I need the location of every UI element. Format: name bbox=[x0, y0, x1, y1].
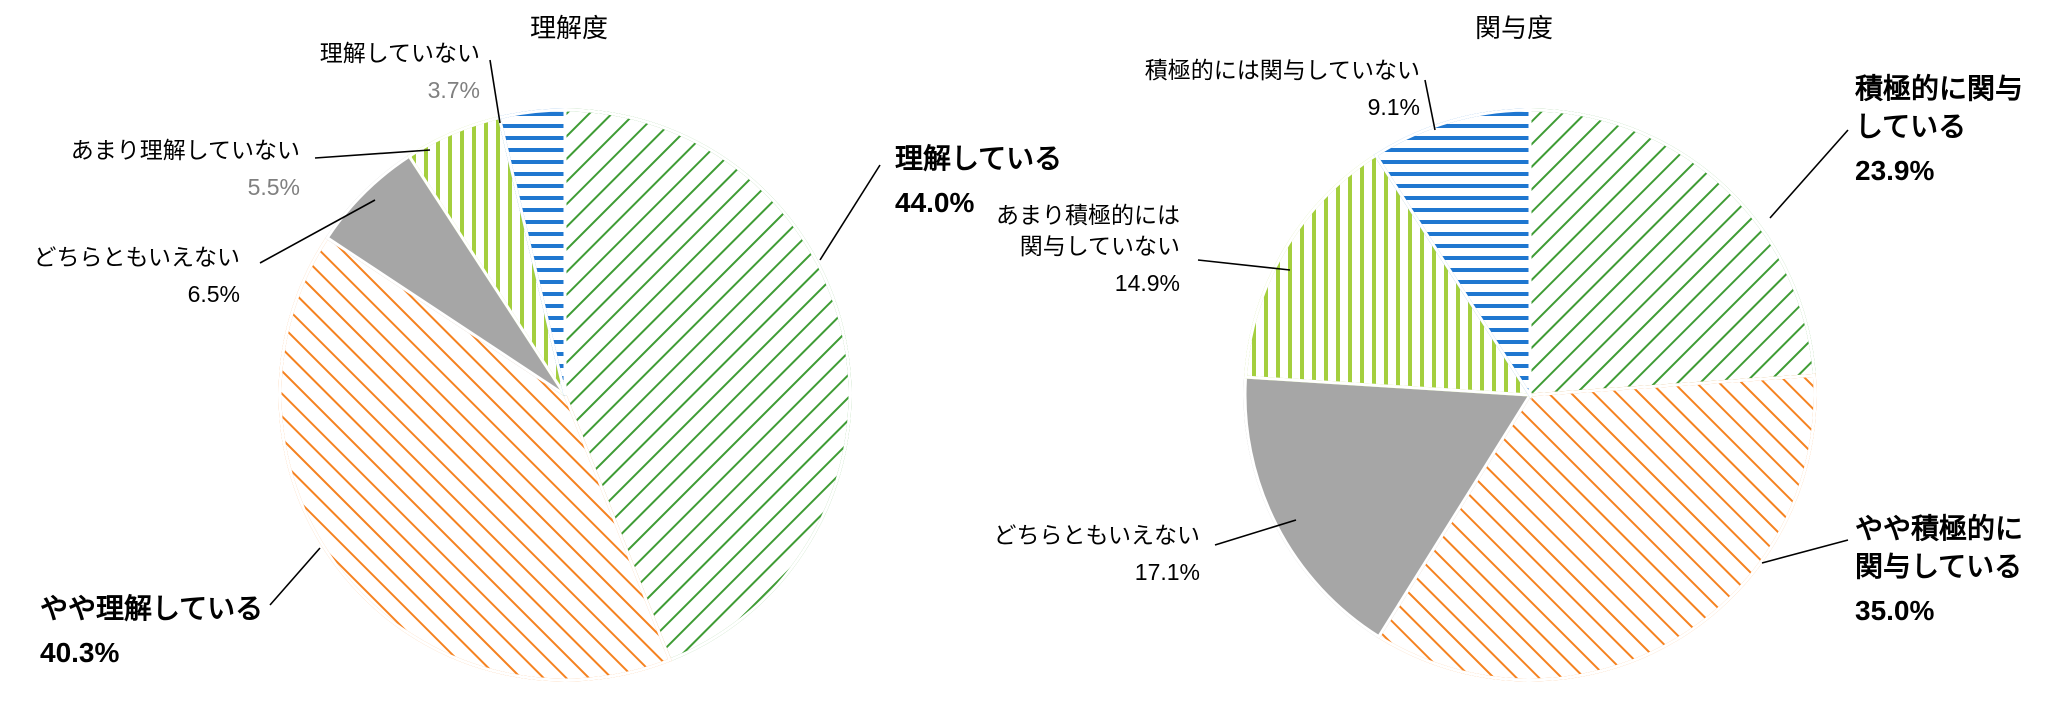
slice-label-text: やや積極的に bbox=[1855, 510, 2023, 548]
chart-stage: 理解度理解している44.0%やや理解している40.3%どちらともいえない6.5%… bbox=[0, 0, 2060, 715]
slice-label-text: あまり理解していない bbox=[71, 135, 300, 166]
charts-svg bbox=[0, 0, 2060, 715]
slice-percent: 3.7% bbox=[320, 75, 480, 106]
slice-label-text: している bbox=[1855, 108, 2023, 146]
leader-line bbox=[820, 165, 880, 260]
slice-percent: 35.0% bbox=[1855, 592, 2023, 630]
slice-label-text: やや理解している bbox=[40, 590, 263, 628]
slice-label: 積極的に関与している 23.9% bbox=[1855, 70, 2023, 189]
slice-label-text: どちらともいえない bbox=[993, 520, 1200, 551]
slice-label-text: 理解していない bbox=[320, 38, 480, 69]
leader-line bbox=[490, 60, 500, 123]
slice-percent: 9.1% bbox=[1145, 92, 1420, 123]
slice-label: 理解していない 3.7% bbox=[320, 38, 480, 106]
slice-label-text: 関与していない bbox=[996, 231, 1180, 262]
slice-label: やや理解している 40.3% bbox=[40, 590, 263, 672]
slice-label: どちらともいえない 17.1% bbox=[993, 520, 1200, 588]
slice-label-text: 積極的には関与していない bbox=[1145, 55, 1420, 86]
leader-line bbox=[1425, 80, 1435, 130]
slice-percent: 23.9% bbox=[1855, 152, 2023, 190]
slice-percent: 40.3% bbox=[40, 634, 263, 672]
slice-label: 積極的には関与していない 9.1% bbox=[1145, 55, 1420, 123]
slice-percent: 6.5% bbox=[33, 279, 240, 310]
slice-label-text: 積極的に関与 bbox=[1855, 70, 2023, 108]
chart-title: 関与度 bbox=[1475, 8, 1553, 45]
slice-label: やや積極的に関与している 35.0% bbox=[1855, 510, 2023, 629]
slice-label: あまり理解していない 5.5% bbox=[71, 135, 300, 203]
pie-slice bbox=[1530, 110, 1814, 395]
slice-label: あまり積極的には関与していない 14.9% bbox=[996, 200, 1180, 299]
slice-percent: 5.5% bbox=[71, 172, 300, 203]
leader-line bbox=[1770, 130, 1848, 218]
leader-line bbox=[270, 548, 320, 605]
slice-label-text: あまり積極的には bbox=[996, 200, 1180, 231]
slice-label: どちらともいえない 6.5% bbox=[33, 242, 240, 310]
slice-label-text: 関与している bbox=[1855, 548, 2023, 586]
chart-title: 理解度 bbox=[530, 8, 608, 45]
slice-percent: 14.9% bbox=[996, 268, 1180, 299]
slice-percent: 17.1% bbox=[993, 557, 1200, 588]
slice-label-text: どちらともいえない bbox=[33, 242, 240, 273]
slice-label-text: 理解している bbox=[895, 140, 1062, 178]
